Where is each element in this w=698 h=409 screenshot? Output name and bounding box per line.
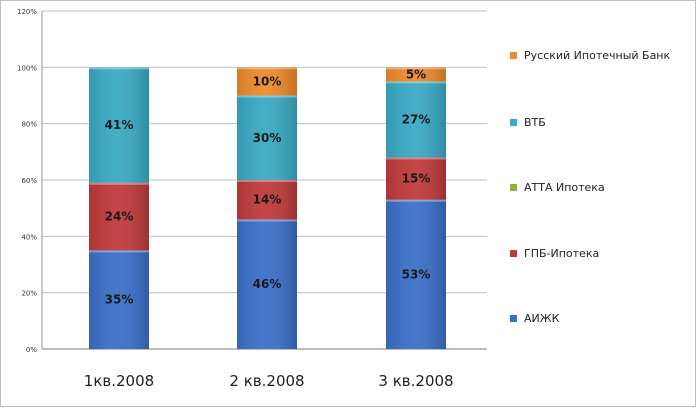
data-label: 14% [253, 193, 282, 207]
bar-segment-highlight [89, 250, 149, 253]
y-tick-label: 80% [21, 121, 37, 129]
bar-segment-highlight [237, 95, 297, 98]
bar-segment-shading [237, 180, 297, 220]
legend-label: АИЖК [524, 312, 560, 325]
data-label: 46% [253, 277, 282, 291]
bar-segment-highlight [386, 81, 446, 84]
data-label: 27% [402, 112, 431, 126]
bar-segment-shading [89, 250, 149, 349]
bar-segment-highlight [89, 182, 149, 185]
data-label: 53% [402, 267, 431, 281]
y-tick-label: 20% [21, 290, 37, 298]
bar-segment-highlight [386, 199, 446, 202]
bar-segment-shading [237, 219, 297, 349]
y-tick-label: 0% [26, 346, 37, 354]
data-label: 5% [406, 67, 426, 81]
y-tick-label: 60% [21, 177, 37, 185]
data-label: 15% [402, 172, 431, 186]
bar-segment-shading [237, 67, 297, 96]
data-label: 35% [105, 293, 134, 307]
x-category-label: 2 кв.2008 [229, 372, 304, 390]
legend-label: ВТБ [524, 116, 546, 129]
legend-swatch [510, 250, 517, 257]
legend-swatch [510, 315, 517, 322]
bar-segment-highlight [237, 219, 297, 222]
bar-segment-shading [386, 199, 446, 349]
legend-swatch [510, 184, 517, 191]
legend-swatch [510, 119, 517, 126]
data-label: 30% [253, 131, 282, 145]
x-category-label: 1кв.2008 [84, 372, 154, 390]
bar-segment-highlight [89, 67, 149, 70]
bar-segment-shading [386, 67, 446, 82]
bar-segment-shading [89, 67, 149, 183]
bar-segment-highlight [386, 67, 446, 70]
legend-swatch [510, 52, 517, 59]
legend-label: АТТА Ипотека [524, 181, 605, 194]
bar-segment-highlight [237, 180, 297, 182]
bar-segment-shading [237, 95, 297, 180]
y-tick-label: 40% [21, 233, 37, 241]
bar-segment-shading [89, 182, 149, 251]
y-tick-label: 120% [17, 8, 37, 16]
legend-label: ГПБ-Ипотека [524, 247, 599, 260]
data-label: 10% [253, 74, 282, 88]
bar-segment-shading [386, 81, 446, 158]
x-category-label: 3 кв.2008 [378, 372, 453, 390]
data-label: 24% [105, 210, 134, 224]
y-tick-label: 100% [17, 64, 37, 72]
data-label: 41% [105, 118, 134, 132]
bar-segment-highlight [386, 157, 446, 160]
bar-segment-shading [386, 157, 446, 200]
legend-label: Русский Ипотечный Банк [524, 49, 671, 62]
bar-segment-highlight [237, 67, 297, 70]
